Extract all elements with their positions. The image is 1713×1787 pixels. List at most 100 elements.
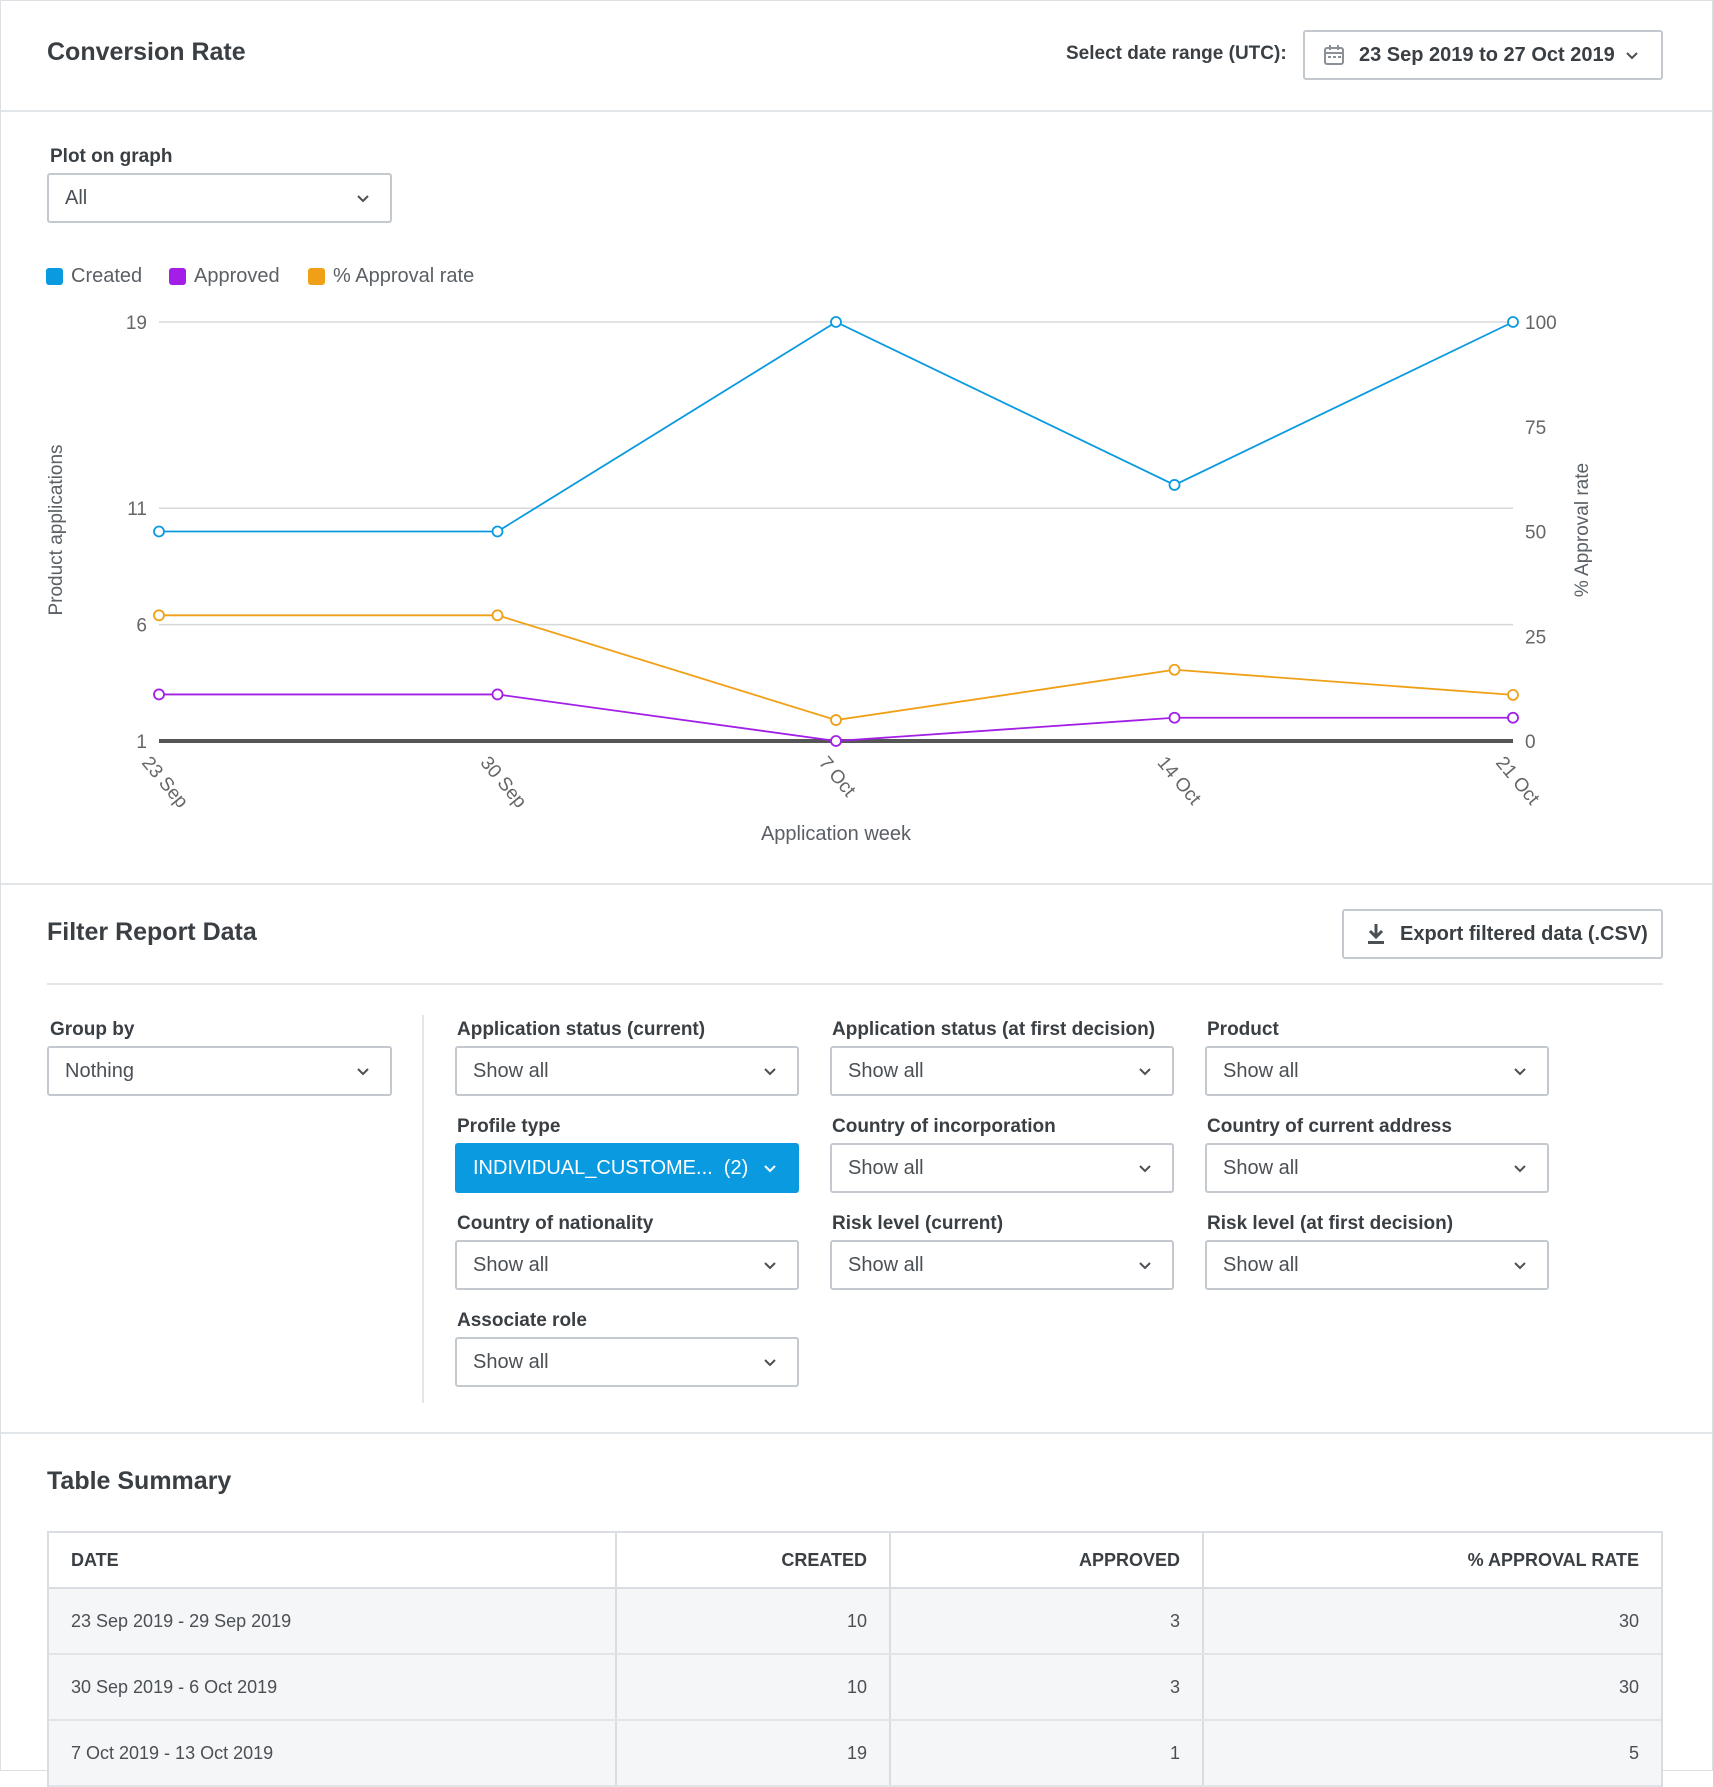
chart-divider <box>1 883 1712 885</box>
select-value: Show all <box>473 1253 549 1276</box>
table-row: 30 Sep 2019 - 6 Oct 2019 10 3 30 <box>49 1655 1661 1721</box>
select-value: Show all <box>1223 1059 1299 1082</box>
application-status-first-decision-select[interactable]: Show all <box>830 1046 1174 1096</box>
cell-approved: 3 <box>891 1589 1204 1653</box>
chevron-down-icon <box>352 187 374 209</box>
summary-table: DATE CREATED APPROVED % APPROVAL RATE 23… <box>47 1531 1663 1787</box>
data-point <box>1168 479 1181 491</box>
plot-on-graph-label: Plot on graph <box>50 146 173 167</box>
plot-on-graph-select[interactable]: All <box>47 173 392 223</box>
risk-level-first-decision-select[interactable]: Show all <box>1205 1240 1549 1290</box>
table-summary-title: Table Summary <box>47 1467 232 1495</box>
country-of-current-address-select[interactable]: Show all <box>1205 1143 1549 1193</box>
group-by-value: Nothing <box>65 1059 134 1082</box>
header-divider <box>1 110 1712 112</box>
conversion-chart: 19 11 6 1 100 75 50 25 0 23 Sep 30 Sep 7 Oct 14 Oct 2… <box>46 313 1593 845</box>
date-range-picker[interactable]: 23 Sep 2019 to 27 Oct 2019 <box>1303 30 1663 80</box>
select-value: Show all <box>848 1156 924 1179</box>
data-point <box>491 525 504 538</box>
chevron-down-icon <box>759 1157 781 1179</box>
date-range-label: Select date range (UTC): <box>1066 43 1287 64</box>
table-row: 7 Oct 2019 - 13 Oct 2019 19 1 5 <box>49 1721 1661 1787</box>
x-tick-label: 23 Sep <box>137 753 192 813</box>
chevron-down-icon <box>759 1351 781 1373</box>
export-csv-label: Export filtered data (.CSV) <box>1400 922 1648 945</box>
cell-approval-rate: 30 <box>1618 1610 1639 1631</box>
column-header-date[interactable]: DATE <box>49 1533 617 1587</box>
legend-label: % Approval rate <box>333 265 475 287</box>
legend-created[interactable]: Created <box>46 265 142 288</box>
cell-approved: 1 <box>891 1721 1204 1785</box>
legend-swatch-approved <box>169 268 186 285</box>
y2-tick-label: 50 <box>1525 523 1546 544</box>
cell-date: 7 Oct 2019 - 13 Oct 2019 <box>49 1721 617 1785</box>
application-status-first-decision-label: Application status (at first decision) <box>832 1019 1156 1040</box>
data-point <box>1507 316 1519 328</box>
select-value: Show all <box>1223 1156 1299 1179</box>
legend-approval-rate[interactable]: % Approval rate <box>308 265 474 288</box>
data-point <box>491 609 504 622</box>
country-of-nationality-label: Country of nationality <box>457 1213 654 1234</box>
column-header-approved[interactable]: APPROVED <box>891 1533 1204 1587</box>
country-of-incorporation-select[interactable]: Show all <box>830 1143 1174 1193</box>
cell-date: 23 Sep 2019 - 29 Sep 2019 <box>49 1589 617 1653</box>
y-tick-label: 1 <box>136 732 147 753</box>
chevron-down-icon <box>1509 1254 1531 1276</box>
product-select[interactable]: Show all <box>1205 1046 1549 1096</box>
chevron-down-icon <box>1134 1060 1156 1082</box>
legend-approved[interactable]: Approved <box>169 265 280 288</box>
profile-type-label: Profile type <box>457 1116 561 1137</box>
application-status-current-select[interactable]: Show all <box>455 1046 799 1096</box>
select-value: Show all <box>473 1059 549 1082</box>
group-by-label: Group by <box>50 1019 135 1040</box>
risk-level-current-select[interactable]: Show all <box>830 1240 1174 1290</box>
data-point <box>830 316 842 328</box>
cell-date: 30 Sep 2019 - 6 Oct 2019 <box>49 1655 617 1719</box>
data-point <box>1168 663 1181 676</box>
filter-column-divider <box>422 1015 424 1403</box>
risk-level-first-decision-label: Risk level (at first decision) <box>1207 1213 1454 1234</box>
cell-approval-rate: 5 <box>1628 1742 1639 1763</box>
y2-tick-label: 100 <box>1525 313 1557 334</box>
column-header-approval-rate[interactable]: % APPROVAL RATE <box>1467 1549 1639 1570</box>
select-value: Show all <box>848 1059 924 1082</box>
profile-type-select[interactable]: INDIVIDUAL_CUSTOME... (2) <box>455 1143 799 1193</box>
filter-title: Filter Report Data <box>47 918 257 946</box>
group-by-select[interactable]: Nothing <box>47 1046 392 1096</box>
chevron-down-icon <box>352 1060 374 1082</box>
associate-role-label: Associate role <box>457 1310 587 1331</box>
select-value: INDIVIDUAL_CUSTOME... (2) <box>473 1156 749 1179</box>
cell-approval-rate: 30 <box>1618 1676 1639 1697</box>
product-label: Product <box>1207 1019 1279 1040</box>
y-tick-label: 6 <box>136 616 147 637</box>
chevron-down-icon <box>759 1060 781 1082</box>
data-point <box>491 688 504 701</box>
chevron-down-icon <box>1509 1060 1531 1082</box>
export-csv-button[interactable]: Export filtered data (.CSV) <box>1342 909 1663 959</box>
select-value: Show all <box>473 1350 549 1373</box>
legend-swatch-created <box>46 268 63 285</box>
legend-label: Created <box>71 265 143 287</box>
data-point <box>153 688 165 701</box>
x-tick-label: 21 Oct <box>1491 753 1544 810</box>
data-point <box>1507 711 1519 724</box>
cell-created: 10 <box>617 1589 891 1653</box>
table-row: 23 Sep 2019 - 29 Sep 2019 10 3 30 <box>49 1589 1661 1655</box>
y2-tick-label: 25 <box>1525 627 1546 648</box>
country-of-nationality-select[interactable]: Show all <box>455 1240 799 1290</box>
chevron-down-icon <box>1621 44 1643 66</box>
data-point <box>830 714 842 726</box>
data-point <box>1507 689 1519 701</box>
legend-swatch-approval-rate <box>308 268 325 285</box>
legend-label: Approved <box>194 265 280 287</box>
risk-level-current-label: Risk level (current) <box>832 1213 1004 1234</box>
y-tick-label: 11 <box>127 499 147 520</box>
select-value: Show all <box>848 1253 924 1276</box>
associate-role-select[interactable]: Show all <box>455 1337 799 1387</box>
data-point <box>830 735 842 747</box>
filter-divider <box>47 983 1663 985</box>
page-title: Conversion Rate <box>47 38 246 66</box>
y-axis-title: Product applications <box>46 444 67 615</box>
chevron-down-icon <box>759 1254 781 1276</box>
column-header-created[interactable]: CREATED <box>617 1533 891 1587</box>
